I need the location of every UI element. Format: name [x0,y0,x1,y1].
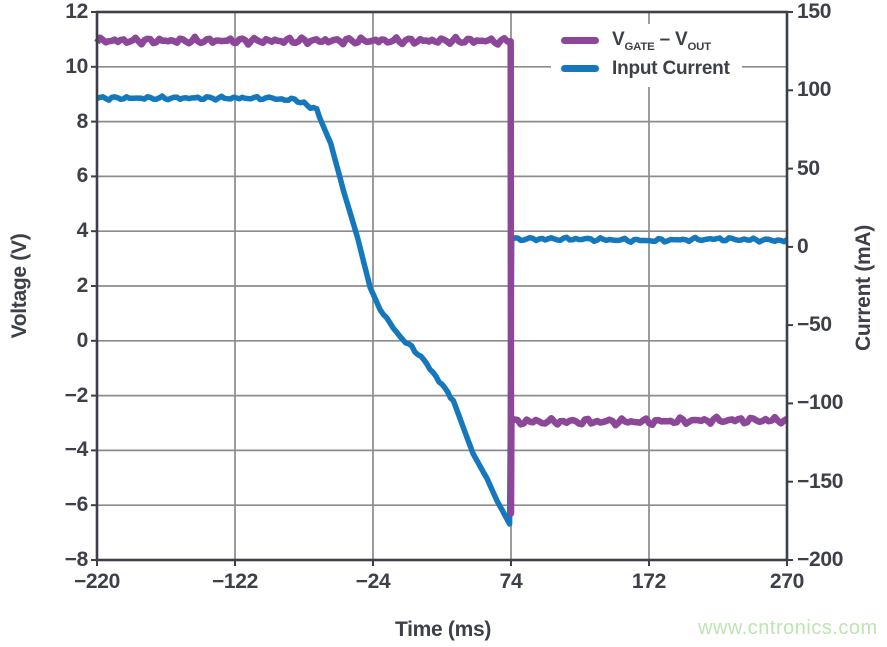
y-right-tick-label: −200 [797,548,844,571]
x-tick-label: −220 [73,570,121,593]
y-right-tick-label: −100 [797,391,844,415]
x-tick-label: −24 [355,570,391,593]
y-left-tick-label: −2 [64,383,89,407]
legend-entry-input-current: Input Current [561,58,730,80]
y-left-tick-label: −8 [64,548,89,571]
y-left-tick-label: 8 [76,109,89,133]
y-left-tick-label: 12 [65,0,88,23]
y-left-tick-label: −6 [64,493,89,517]
y-left-tick-label: 4 [76,219,89,243]
legend-entry-vgate-vout: VGATE – VOUT [561,29,730,53]
x-tick-label: −122 [211,570,259,593]
y-left-tick-label: 2 [76,274,89,297]
y-right-tick-label: 100 [797,78,832,102]
plot-frame [95,10,789,562]
series-input-current [96,93,789,527]
y-right-tick-label: 0 [797,234,809,258]
x-axis-label: Time (ms) [394,618,492,641]
legend: VGATE – VOUT Input Current [551,24,742,87]
legend-label-input-current: Input Current [612,57,730,79]
y-right-tick-label: 150 [797,0,832,23]
x-tick-label: 172 [631,570,667,593]
series-vgate-vout [94,33,789,517]
y-left-tick-label: 0 [76,328,89,352]
x-tick-label: 74 [499,570,523,593]
legend-label-vgate-vout: VGATE – VOUT [612,29,711,53]
y-axis-label-left: Voltage (V) [8,233,31,339]
y-left-tick-label: 10 [65,54,88,78]
y-axis-label-right: Current (mA) [852,225,875,351]
watermark: www.cntronics.com [698,617,878,639]
y-right-tick-label: −50 [797,313,832,337]
y-right-tick-label: −150 [797,469,844,493]
y-right-tick-label: 50 [797,156,820,180]
legend-swatch-input-current [561,65,599,73]
x-tick-label: 270 [769,570,805,593]
legend-swatch-vgate-vout [561,37,599,45]
y-left-tick-label: −4 [64,438,89,462]
y-left-tick-label: 6 [76,164,89,188]
